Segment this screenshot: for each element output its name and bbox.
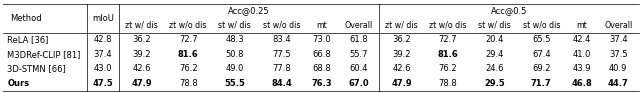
Text: 43.0: 43.0 [93,64,112,73]
Text: 72.7: 72.7 [439,35,458,44]
Text: 37.4: 37.4 [609,35,628,44]
Text: 55.7: 55.7 [349,50,367,59]
Text: st w/ dis: st w/ dis [478,21,511,30]
Text: 3D-STMN [66]: 3D-STMN [66] [8,64,66,73]
Text: 37.5: 37.5 [609,50,628,59]
Text: 77.5: 77.5 [272,50,291,59]
Text: zt w/ dis: zt w/ dis [125,21,158,30]
Text: 47.9: 47.9 [391,79,412,88]
Text: 47.9: 47.9 [131,79,152,88]
Text: ReLA [36]: ReLA [36] [8,35,49,44]
Text: 81.6: 81.6 [178,50,198,59]
Text: 78.8: 78.8 [179,79,198,88]
Text: zt w/o dis: zt w/o dis [170,21,207,30]
Text: zt w/ dis: zt w/ dis [385,21,418,30]
Text: 67.0: 67.0 [348,79,369,88]
Text: Overall: Overall [604,21,632,30]
Text: 39.2: 39.2 [132,50,151,59]
Text: 78.8: 78.8 [438,79,458,88]
Text: 42.4: 42.4 [572,35,591,44]
Text: 72.7: 72.7 [179,35,198,44]
Text: 81.6: 81.6 [438,50,458,59]
Text: 83.4: 83.4 [272,35,291,44]
Text: 73.0: 73.0 [312,35,331,44]
Text: 41.0: 41.0 [572,50,591,59]
Text: 61.8: 61.8 [349,35,368,44]
Text: 20.4: 20.4 [486,35,504,44]
Text: 24.6: 24.6 [485,64,504,73]
Text: 48.3: 48.3 [225,35,244,44]
Text: 42.8: 42.8 [93,35,112,44]
Text: 76.2: 76.2 [439,64,458,73]
Text: 46.8: 46.8 [571,79,592,88]
Text: Acc@0.25: Acc@0.25 [228,6,269,15]
Text: 67.4: 67.4 [532,50,550,59]
Text: 29.5: 29.5 [484,79,505,88]
Text: st w/o dis: st w/o dis [262,21,300,30]
Text: 37.4: 37.4 [93,50,112,59]
Text: mt: mt [576,21,587,30]
Text: 68.8: 68.8 [312,64,331,73]
Text: Method: Method [10,14,42,23]
Text: 49.0: 49.0 [226,64,244,73]
Text: 42.6: 42.6 [392,64,411,73]
Text: 76.3: 76.3 [311,79,332,88]
Text: Overall: Overall [344,21,372,30]
Text: 42.6: 42.6 [132,64,151,73]
Text: 76.2: 76.2 [179,64,198,73]
Text: 71.7: 71.7 [531,79,552,88]
Text: 65.5: 65.5 [532,35,550,44]
Text: 77.8: 77.8 [272,64,291,73]
Text: 39.2: 39.2 [392,50,411,59]
Text: 84.4: 84.4 [271,79,292,88]
Text: 69.2: 69.2 [532,64,550,73]
Text: 44.7: 44.7 [608,79,628,88]
Text: 66.8: 66.8 [312,50,331,59]
Text: mIoU: mIoU [92,14,114,23]
Text: 36.2: 36.2 [392,35,411,44]
Text: mt: mt [316,21,327,30]
Text: Acc@0.5: Acc@0.5 [491,6,527,15]
Text: 40.9: 40.9 [609,64,627,73]
Text: Ours: Ours [8,79,29,88]
Text: zt w/o dis: zt w/o dis [429,21,467,30]
Text: 29.4: 29.4 [486,50,504,59]
Text: 60.4: 60.4 [349,64,367,73]
Text: 50.8: 50.8 [225,50,244,59]
Text: st w/o dis: st w/o dis [522,21,560,30]
Text: M3DRef-CLIP [81]: M3DRef-CLIP [81] [8,50,81,59]
Text: st w/ dis: st w/ dis [218,21,251,30]
Text: 36.2: 36.2 [132,35,151,44]
Text: 55.5: 55.5 [225,79,245,88]
Text: 47.5: 47.5 [92,79,113,88]
Text: 43.9: 43.9 [572,64,591,73]
